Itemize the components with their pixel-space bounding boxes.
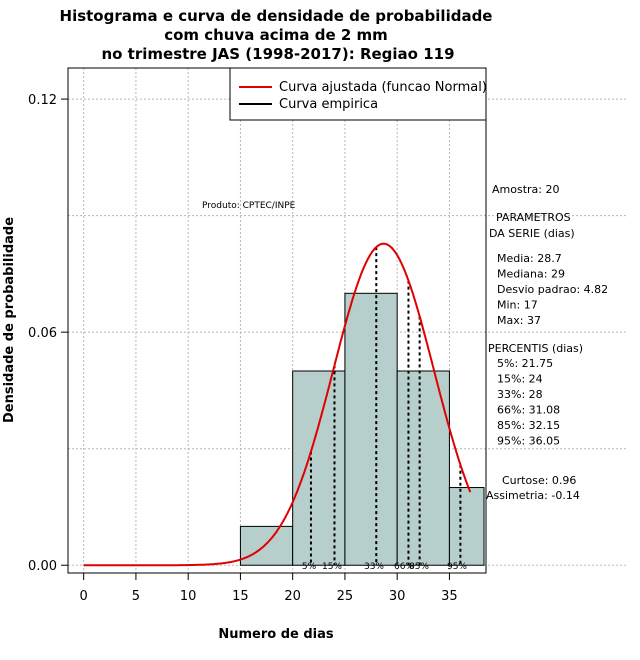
legend-entry: Curva empirica — [279, 97, 378, 112]
percentile-label: 5% — [302, 562, 317, 572]
x-axis: 0 5 10 15 20 25 30 35 — [80, 572, 458, 604]
x-tick-label: 5 — [132, 589, 140, 604]
normal-curve-line — [83, 242, 472, 567]
percentile-label: 95% — [447, 562, 467, 572]
parameter-value: Desvio padrao: 4.82 — [497, 283, 608, 296]
y-tick-label: 0.12 — [28, 93, 57, 108]
statistics-panel: Amostra: 20 PARAMETROS DA SERIE (dias) Medi… — [486, 183, 608, 502]
legend-box — [229, 67, 487, 121]
parameters-title: PARAMETROS — [496, 211, 571, 224]
x-tick-label: 30 — [389, 589, 406, 604]
percentile-label: 15% — [322, 562, 342, 572]
sample-count: Amostra: 20 — [492, 183, 559, 196]
percentile-value: 5%: 21.75 — [497, 357, 553, 370]
chart-title: Histograma e curva de densidade de proba… — [60, 7, 493, 63]
histogram-bar — [239, 525, 294, 566]
x-tick-label: 0 — [80, 589, 88, 604]
percentile-value: 85%: 32.15 — [497, 419, 560, 432]
legend-entry: Curva ajustada (funcao Normal) — [279, 80, 487, 95]
x-tick-label: 15 — [232, 589, 249, 604]
histogram-bars — [239, 292, 485, 566]
y-tick-label: 0.00 — [28, 559, 57, 574]
x-tick-label: 20 — [284, 589, 301, 604]
parameter-value: Mediana: 29 — [497, 268, 565, 281]
percentile-label: 85% — [409, 562, 429, 572]
percentile-value: 15%: 24 — [497, 373, 543, 386]
skewness: Assimetria: -0.14 — [486, 489, 580, 502]
parameter-value: Media: 28.7 — [497, 252, 562, 265]
percentile-value: 66%: 31.08 — [497, 404, 560, 417]
histogram-bar — [344, 292, 398, 566]
kurtosis: Curtose: 0.96 — [502, 474, 576, 487]
percentile-lines — [309, 247, 462, 566]
histogram-bar — [448, 487, 485, 566]
x-tick-label: 35 — [441, 589, 458, 604]
y-axis: 0.00 0.06 0.12 — [28, 93, 69, 574]
chart-title-line: com chuva acima de 2 mm — [164, 26, 388, 44]
chart-title-line: no trimestre JAS (1998-2017): Regiao 119 — [101, 45, 454, 63]
percentile-label: 66% — [394, 562, 414, 572]
x-tick-label: 25 — [337, 589, 354, 604]
percentile-value: 33%: 28 — [497, 388, 543, 401]
percentile-value: 95%: 36.05 — [497, 435, 560, 448]
normal-curve — [83, 242, 472, 567]
percentile-labels: 5% 15% 33% 66%85% 95% — [302, 562, 468, 572]
histogram-bar — [396, 370, 450, 566]
percentiles-title: PERCENTIS (dias) — [488, 342, 583, 355]
legend: Curva ajustada (funcao Normal) Curva empi… — [229, 67, 487, 121]
parameter-value: Min: 17 — [497, 299, 538, 312]
y-tick-label: 0.06 — [28, 326, 57, 341]
x-axis-label: Numero de dias — [218, 627, 334, 642]
produto-label: Produto: CPTEC/INPE — [202, 201, 296, 211]
chart-title-line: Histograma e curva de densidade de proba… — [60, 7, 493, 25]
histogram-bar — [292, 370, 346, 566]
y-axis-label: Densidade de probabilidade — [2, 217, 17, 423]
percentile-label: 33% — [364, 562, 384, 572]
parameters-title: DA SERIE (dias) — [489, 227, 575, 240]
x-tick-label: 10 — [180, 589, 197, 604]
parameter-value: Max: 37 — [497, 314, 541, 327]
